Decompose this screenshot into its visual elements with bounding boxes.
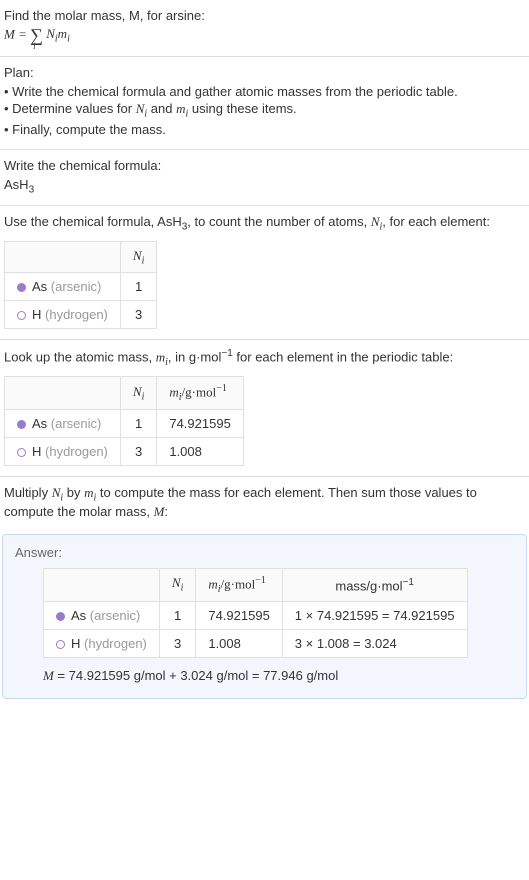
m-cell: 74.921595 bbox=[196, 601, 282, 629]
molar-mass-formula: M = ∑i Nimi bbox=[4, 25, 525, 46]
plan-list: • Write the chemical formula and gather … bbox=[4, 84, 525, 137]
element-cell: As (arsenic) bbox=[5, 410, 121, 438]
element-cell: As (arsenic) bbox=[44, 601, 160, 629]
header-mi: mi/g·mol−1 bbox=[157, 377, 243, 410]
intro-section: Find the molar mass, M, for arsine: M = … bbox=[0, 0, 529, 57]
element-dot-icon bbox=[17, 448, 26, 457]
formula-M: M bbox=[4, 26, 15, 41]
n-cell: 1 bbox=[120, 410, 156, 438]
table-row: As (arsenic) 1 bbox=[5, 273, 157, 301]
plan-section: Plan: • Write the chemical formula and g… bbox=[0, 57, 529, 150]
element-cell: H (hydrogen) bbox=[5, 438, 121, 466]
table-row: As (arsenic) 1 74.921595 1 × 74.921595 =… bbox=[44, 601, 468, 629]
multiply-title: Multiply Ni by mi to compute the mass fo… bbox=[4, 485, 525, 520]
lookup-section: Look up the atomic mass, mi, in g·mol−1 … bbox=[0, 340, 529, 477]
element-dot-icon bbox=[17, 283, 26, 292]
table-header-row: Ni mi/g·mol−1 mass/g·mol−1 bbox=[44, 568, 468, 601]
n-cell: 1 bbox=[159, 601, 195, 629]
formula-eq: = bbox=[15, 26, 30, 41]
empty-header bbox=[5, 241, 121, 273]
answer-label: Answer: bbox=[15, 545, 514, 560]
formula-Ni: Ni bbox=[46, 26, 57, 41]
answer-box: Answer: Ni mi/g·mol−1 mass/g·mol−1 As (a… bbox=[2, 534, 527, 699]
element-dot-icon bbox=[17, 311, 26, 320]
plan-item: • Determine values for Ni and mi using t… bbox=[4, 101, 525, 120]
element-dot-icon bbox=[17, 420, 26, 429]
header-mi: mi/g·mol−1 bbox=[196, 568, 282, 601]
formula-mi: mi bbox=[58, 26, 70, 41]
n-cell: 3 bbox=[120, 438, 156, 466]
m-cell: 1.008 bbox=[157, 438, 243, 466]
table-row: H (hydrogen) 3 1.008 3 × 1.008 = 3.024 bbox=[44, 629, 468, 657]
count-section: Use the chemical formula, AsH3, to count… bbox=[0, 206, 529, 340]
header-Ni: Ni bbox=[120, 241, 156, 273]
header-Ni: Ni bbox=[159, 568, 195, 601]
table-row: H (hydrogen) 3 1.008 bbox=[5, 438, 244, 466]
empty-header bbox=[44, 568, 160, 601]
header-mass: mass/g·mol−1 bbox=[282, 568, 467, 601]
table-row: H (hydrogen) 3 bbox=[5, 301, 157, 329]
chemical-formula: AsH3 bbox=[4, 177, 525, 196]
element-cell: H (hydrogen) bbox=[44, 629, 160, 657]
header-Ni: Ni bbox=[120, 377, 156, 410]
calc-cell: 3 × 1.008 = 3.024 bbox=[282, 629, 467, 657]
final-equation: M = 74.921595 g/mol + 3.024 g/mol = 77.9… bbox=[43, 668, 514, 684]
n-cell: 3 bbox=[159, 629, 195, 657]
count-table: Ni As (arsenic) 1 H (hydrogen) 3 bbox=[4, 241, 157, 330]
multiply-section: Multiply Ni by mi to compute the mass fo… bbox=[0, 477, 529, 530]
sum-symbol: ∑ bbox=[30, 25, 43, 45]
answer-table: Ni mi/g·mol−1 mass/g·mol−1 As (arsenic) … bbox=[43, 568, 468, 658]
empty-header bbox=[5, 377, 121, 410]
plan-item: • Write the chemical formula and gather … bbox=[4, 84, 525, 99]
element-dot-icon bbox=[56, 640, 65, 649]
m-cell: 74.921595 bbox=[157, 410, 243, 438]
intro-prompt: Find the molar mass, M, for arsine: bbox=[4, 8, 525, 23]
chemformula-section: Write the chemical formula: AsH3 bbox=[0, 150, 529, 207]
chemformula-title: Write the chemical formula: bbox=[4, 158, 525, 173]
answer-content: Ni mi/g·mol−1 mass/g·mol−1 As (arsenic) … bbox=[15, 568, 514, 684]
element-cell: As (arsenic) bbox=[5, 273, 121, 301]
sum-sub: i bbox=[33, 41, 36, 51]
lookup-title: Look up the atomic mass, mi, in g·mol−1 … bbox=[4, 348, 525, 368]
n-cell: 3 bbox=[120, 301, 156, 329]
m-cell: 1.008 bbox=[196, 629, 282, 657]
table-row: As (arsenic) 1 74.921595 bbox=[5, 410, 244, 438]
count-title: Use the chemical formula, AsH3, to count… bbox=[4, 214, 525, 233]
lookup-table: Ni mi/g·mol−1 As (arsenic) 1 74.921595 H… bbox=[4, 376, 244, 466]
plan-item: • Finally, compute the mass. bbox=[4, 122, 525, 137]
table-header-row: Ni mi/g·mol−1 bbox=[5, 377, 244, 410]
n-cell: 1 bbox=[120, 273, 156, 301]
element-cell: H (hydrogen) bbox=[5, 301, 121, 329]
calc-cell: 1 × 74.921595 = 74.921595 bbox=[282, 601, 467, 629]
table-header-row: Ni bbox=[5, 241, 157, 273]
plan-title: Plan: bbox=[4, 65, 525, 80]
element-dot-icon bbox=[56, 612, 65, 621]
